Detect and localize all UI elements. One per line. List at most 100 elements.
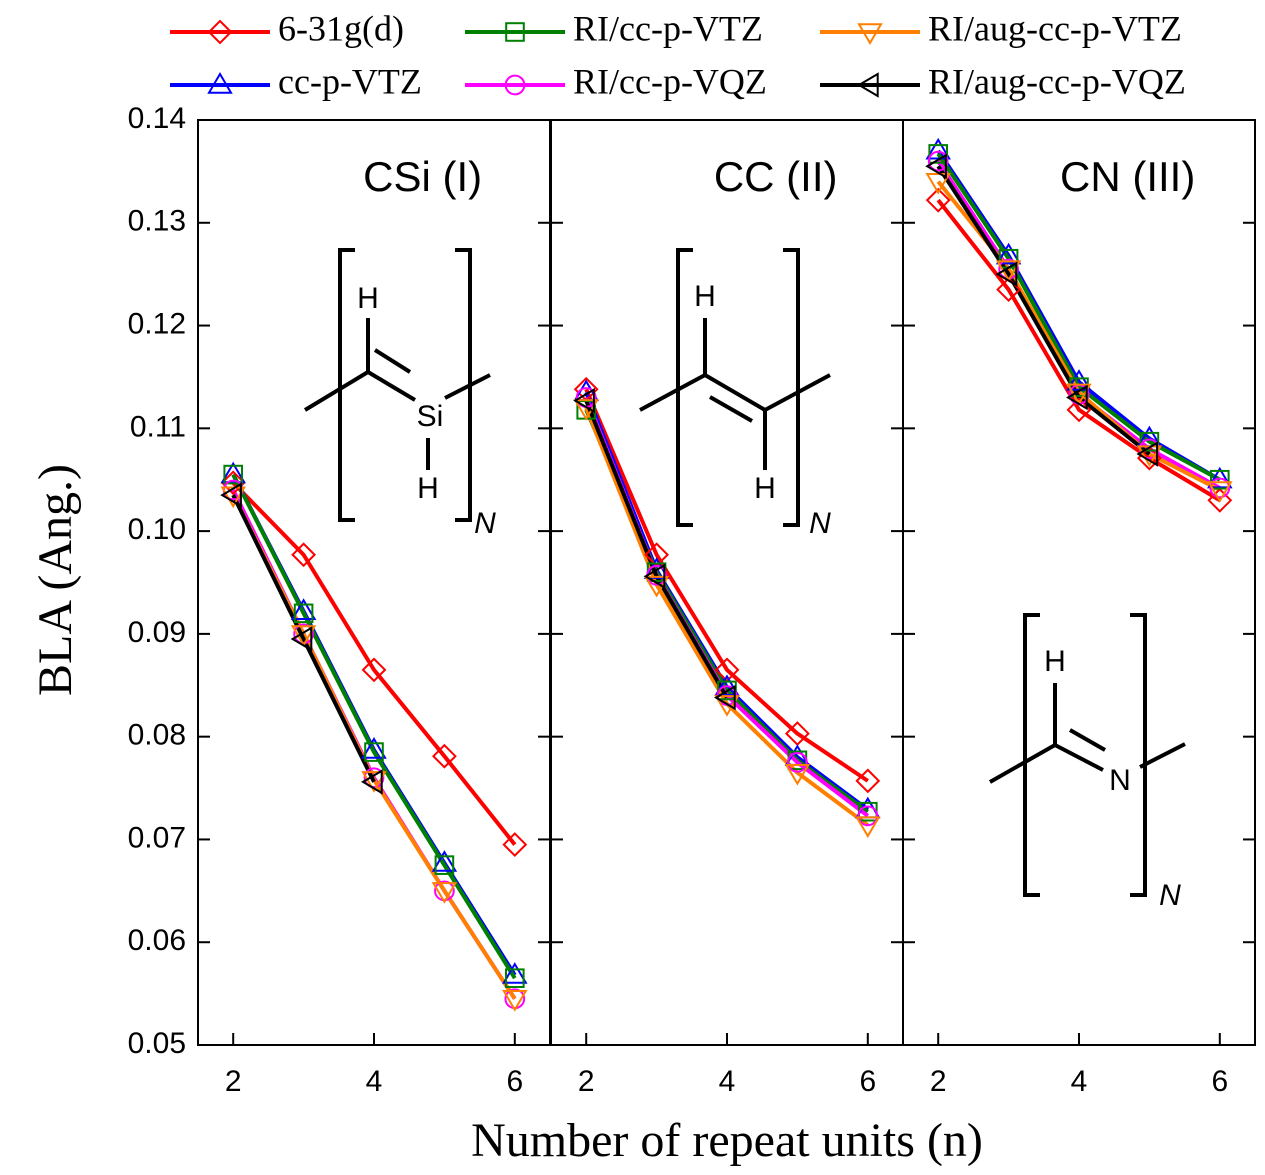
legend-marker <box>857 72 879 98</box>
data-point <box>1207 466 1233 489</box>
data-point <box>714 684 736 711</box>
data-point <box>714 695 740 717</box>
x-tick-label: 4 <box>366 1065 383 1098</box>
legend-marker <box>505 22 525 42</box>
data-point <box>223 464 243 485</box>
panel-title: CSi (I) <box>363 153 482 200</box>
atom-label: H <box>417 472 439 505</box>
x-tick-label: 2 <box>578 1065 595 1098</box>
y-tick-label: 0.09 <box>128 616 186 649</box>
y-tick-label: 0.07 <box>128 821 186 854</box>
panel-frame <box>197 119 551 1046</box>
panel-frame <box>550 119 904 1046</box>
data-point <box>293 603 314 624</box>
legend-label: RI/cc-p-VTZ <box>573 8 763 48</box>
data-point <box>857 805 879 827</box>
y-tick-label: 0.10 <box>128 513 186 546</box>
data-point <box>1210 469 1230 490</box>
data-point <box>855 768 881 794</box>
series-line <box>231 473 517 980</box>
series-line <box>584 391 869 812</box>
data-point <box>502 962 528 984</box>
panel-title: CN (III) <box>1060 153 1195 200</box>
atom-label: N <box>1109 764 1131 797</box>
data-point <box>925 187 951 213</box>
series-line <box>936 198 1221 502</box>
data-point <box>1139 431 1160 452</box>
legend-marker <box>207 72 233 94</box>
atom-label: H <box>357 282 379 315</box>
x-tick-label: 2 <box>225 1065 242 1098</box>
data-point <box>502 832 528 857</box>
data-point <box>220 461 246 484</box>
subscript: N <box>809 507 831 540</box>
y-axis-label: BLA (Ang.) <box>29 464 82 696</box>
data-point <box>361 737 387 759</box>
structure-csi: H Si H N <box>303 248 496 540</box>
data-point <box>928 144 949 164</box>
atom-label: H <box>694 280 716 313</box>
data-point <box>714 674 740 697</box>
atom-label: H <box>754 472 776 505</box>
data-point <box>361 769 383 795</box>
data-point <box>643 563 666 590</box>
data-point <box>291 542 317 568</box>
data-point <box>361 657 387 683</box>
legend-label: cc-p-VTZ <box>278 61 422 101</box>
data-point <box>1066 369 1092 391</box>
atom-label: H <box>1044 645 1066 678</box>
data-point <box>290 598 317 620</box>
data-point <box>505 968 525 988</box>
data-point <box>927 150 949 172</box>
series-line <box>584 388 869 783</box>
legend-label: RI/aug-cc-p-VTZ <box>928 8 1182 48</box>
data-point <box>1136 441 1159 467</box>
data-point <box>925 172 951 195</box>
x-axis-label: Number of repeat units (n) <box>471 1114 983 1167</box>
data-point <box>502 990 528 1012</box>
legend-label: 6-31g(d) <box>278 8 404 48</box>
data-point <box>431 850 458 872</box>
x-tick-label: 6 <box>1211 1065 1228 1098</box>
x-tick-label: 4 <box>1071 1065 1088 1098</box>
x-tick-label: 6 <box>506 1065 523 1098</box>
series-line <box>231 489 517 1000</box>
y-tick-label: 0.14 <box>128 102 186 135</box>
series-line <box>231 473 517 977</box>
data-point <box>925 153 947 179</box>
legend-label: RI/cc-p-VQZ <box>573 61 767 101</box>
data-point <box>855 816 881 839</box>
data-point <box>364 742 384 762</box>
data-point <box>290 626 313 652</box>
series-line <box>936 152 1221 482</box>
legend-marker <box>207 19 233 45</box>
structure-cc: H H N <box>639 248 831 540</box>
data-point <box>925 137 951 160</box>
panel-title: CC (II) <box>714 153 838 200</box>
subscript: N <box>1159 879 1181 912</box>
legend-marker <box>857 23 883 45</box>
data-point <box>1207 481 1233 503</box>
x-tick-label: 6 <box>859 1065 876 1098</box>
series-line <box>231 494 376 783</box>
data-point <box>431 743 457 769</box>
data-point <box>1207 487 1233 513</box>
series-line <box>936 160 1221 490</box>
data-point <box>573 387 595 414</box>
data-point <box>787 752 808 773</box>
data-point <box>434 855 455 875</box>
data-point <box>361 771 387 793</box>
data-point <box>1066 384 1088 411</box>
series-line <box>584 407 869 827</box>
data-point <box>1136 445 1163 468</box>
data-point <box>220 486 246 509</box>
series-line <box>936 149 1221 482</box>
y-tick-label: 0.11 <box>130 410 186 443</box>
data-point <box>363 767 385 789</box>
data-point <box>1209 477 1231 499</box>
data-point <box>995 242 1022 265</box>
data-point <box>220 482 242 508</box>
data-point <box>784 763 811 786</box>
y-tick-label: 0.13 <box>128 205 186 238</box>
